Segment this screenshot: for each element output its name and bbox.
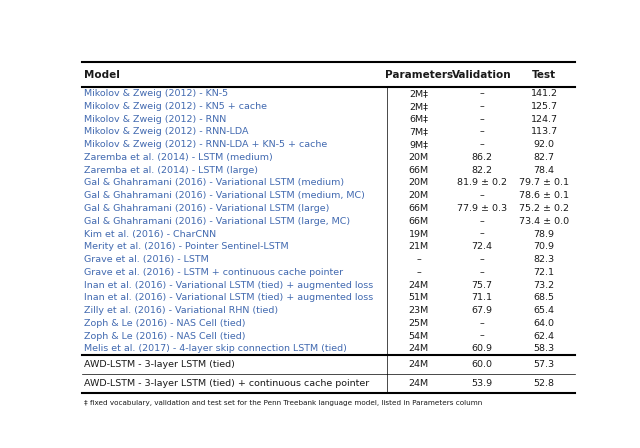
Text: Inan et al. (2016) - Variational LSTM (tied) + augmented loss: Inan et al. (2016) - Variational LSTM (t… bbox=[84, 293, 374, 302]
Text: Mikolov & Zweig (2012) - RNN: Mikolov & Zweig (2012) - RNN bbox=[84, 115, 227, 124]
Text: 62.4: 62.4 bbox=[534, 332, 554, 340]
Text: 24M: 24M bbox=[409, 360, 429, 369]
Text: 7M‡: 7M‡ bbox=[409, 127, 428, 136]
Text: Merity et al. (2016) - Pointer Sentinel-LSTM: Merity et al. (2016) - Pointer Sentinel-… bbox=[84, 242, 289, 251]
Text: Test: Test bbox=[532, 70, 556, 80]
Text: Zoph & Le (2016) - NAS Cell (tied): Zoph & Le (2016) - NAS Cell (tied) bbox=[84, 332, 246, 340]
Text: 75.7: 75.7 bbox=[472, 280, 493, 289]
Text: 113.7: 113.7 bbox=[531, 127, 557, 136]
Text: 124.7: 124.7 bbox=[531, 115, 557, 124]
Text: AWD-LSTM - 3-layer LSTM (tied): AWD-LSTM - 3-layer LSTM (tied) bbox=[84, 360, 236, 369]
Text: –: – bbox=[479, 229, 484, 238]
Text: –: – bbox=[479, 255, 484, 264]
Text: 23M: 23M bbox=[409, 306, 429, 315]
Text: Melis et al. (2017) - 4-layer skip connection LSTM (tied): Melis et al. (2017) - 4-layer skip conne… bbox=[84, 345, 348, 353]
Text: 78.6 ± 0.1: 78.6 ± 0.1 bbox=[519, 191, 569, 200]
Text: Gal & Ghahramani (2016) - Variational LSTM (medium, MC): Gal & Ghahramani (2016) - Variational LS… bbox=[84, 191, 365, 200]
Text: Mikolov & Zweig (2012) - RNN-LDA: Mikolov & Zweig (2012) - RNN-LDA bbox=[84, 127, 249, 136]
Text: Grave et al. (2016) - LSTM: Grave et al. (2016) - LSTM bbox=[84, 255, 209, 264]
Text: ‡ fixed vocabulary, validation and test set for the Penn Treebank language model: ‡ fixed vocabulary, validation and test … bbox=[84, 400, 483, 406]
Text: Zoph & Le (2016) - NAS Cell (tied): Zoph & Le (2016) - NAS Cell (tied) bbox=[84, 319, 246, 328]
Text: 51M: 51M bbox=[409, 293, 429, 302]
Text: 70.9: 70.9 bbox=[534, 242, 554, 251]
Text: 21M: 21M bbox=[409, 242, 429, 251]
Text: –: – bbox=[479, 191, 484, 200]
Text: 71.1: 71.1 bbox=[472, 293, 493, 302]
Text: Model: Model bbox=[84, 70, 120, 80]
Text: 20M: 20M bbox=[409, 153, 429, 162]
Text: 2M‡: 2M‡ bbox=[409, 89, 428, 98]
Text: 66M: 66M bbox=[409, 217, 429, 226]
Text: 60.0: 60.0 bbox=[472, 360, 493, 369]
Text: 78.9: 78.9 bbox=[534, 229, 554, 238]
Text: 68.5: 68.5 bbox=[534, 293, 554, 302]
Text: 86.2: 86.2 bbox=[472, 153, 493, 162]
Text: Kim et al. (2016) - CharCNN: Kim et al. (2016) - CharCNN bbox=[84, 229, 216, 238]
Text: Grave et al. (2016) - LSTM + continuous cache pointer: Grave et al. (2016) - LSTM + continuous … bbox=[84, 268, 344, 277]
Text: 81.9 ± 0.2: 81.9 ± 0.2 bbox=[457, 178, 507, 187]
Text: 78.4: 78.4 bbox=[534, 166, 554, 175]
Text: 20M: 20M bbox=[409, 178, 429, 187]
Text: 73.2: 73.2 bbox=[534, 280, 555, 289]
Text: –: – bbox=[417, 268, 421, 277]
Text: 9M‡: 9M‡ bbox=[409, 140, 428, 149]
Text: 75.2 ± 0.2: 75.2 ± 0.2 bbox=[519, 204, 569, 213]
Text: Gal & Ghahramani (2016) - Variational LSTM (large, MC): Gal & Ghahramani (2016) - Variational LS… bbox=[84, 217, 351, 226]
Text: Mikolov & Zweig (2012) - KN-5: Mikolov & Zweig (2012) - KN-5 bbox=[84, 89, 228, 98]
Text: 53.9: 53.9 bbox=[472, 379, 493, 388]
Text: Mikolov & Zweig (2012) - RNN-LDA + KN-5 + cache: Mikolov & Zweig (2012) - RNN-LDA + KN-5 … bbox=[84, 140, 328, 149]
Text: –: – bbox=[479, 319, 484, 328]
Text: Gal & Ghahramani (2016) - Variational LSTM (medium): Gal & Ghahramani (2016) - Variational LS… bbox=[84, 178, 344, 187]
Text: –: – bbox=[479, 268, 484, 277]
Text: Zaremba et al. (2014) - LSTM (medium): Zaremba et al. (2014) - LSTM (medium) bbox=[84, 153, 273, 162]
Text: Gal & Ghahramani (2016) - Variational LSTM (large): Gal & Ghahramani (2016) - Variational LS… bbox=[84, 204, 330, 213]
Text: 20M: 20M bbox=[409, 191, 429, 200]
Text: 25M: 25M bbox=[409, 319, 429, 328]
Text: 65.4: 65.4 bbox=[534, 306, 554, 315]
Text: –: – bbox=[479, 217, 484, 226]
Text: 72.4: 72.4 bbox=[472, 242, 493, 251]
Text: 24M: 24M bbox=[409, 379, 429, 388]
Text: 82.2: 82.2 bbox=[472, 166, 493, 175]
Text: Zaremba et al. (2014) - LSTM (large): Zaremba et al. (2014) - LSTM (large) bbox=[84, 166, 259, 175]
Text: 64.0: 64.0 bbox=[534, 319, 554, 328]
Text: 92.0: 92.0 bbox=[534, 140, 554, 149]
Text: 24M: 24M bbox=[409, 345, 429, 353]
Text: –: – bbox=[479, 332, 484, 340]
Text: Parameters: Parameters bbox=[385, 70, 453, 80]
Text: 6M‡: 6M‡ bbox=[409, 115, 428, 124]
Text: 52.8: 52.8 bbox=[534, 379, 554, 388]
Text: 66M: 66M bbox=[409, 166, 429, 175]
Text: 79.7 ± 0.1: 79.7 ± 0.1 bbox=[519, 178, 569, 187]
Text: 57.3: 57.3 bbox=[534, 360, 555, 369]
Text: –: – bbox=[479, 115, 484, 124]
Text: Mikolov & Zweig (2012) - KN5 + cache: Mikolov & Zweig (2012) - KN5 + cache bbox=[84, 102, 268, 111]
Text: –: – bbox=[479, 127, 484, 136]
Text: 82.7: 82.7 bbox=[534, 153, 554, 162]
Text: Zilly et al. (2016) - Variational RHN (tied): Zilly et al. (2016) - Variational RHN (t… bbox=[84, 306, 278, 315]
Text: Inan et al. (2016) - Variational LSTM (tied) + augmented loss: Inan et al. (2016) - Variational LSTM (t… bbox=[84, 280, 374, 289]
Text: 66M: 66M bbox=[409, 204, 429, 213]
Text: 24M: 24M bbox=[409, 280, 429, 289]
Text: 67.9: 67.9 bbox=[472, 306, 493, 315]
Text: 60.9: 60.9 bbox=[472, 345, 493, 353]
Text: 141.2: 141.2 bbox=[531, 89, 557, 98]
Text: –: – bbox=[479, 140, 484, 149]
Text: –: – bbox=[479, 102, 484, 111]
Text: –: – bbox=[479, 89, 484, 98]
Text: 2M‡: 2M‡ bbox=[409, 102, 428, 111]
Text: 54M: 54M bbox=[409, 332, 429, 340]
Text: Validation: Validation bbox=[452, 70, 512, 80]
Text: 58.3: 58.3 bbox=[534, 345, 555, 353]
Text: 77.9 ± 0.3: 77.9 ± 0.3 bbox=[457, 204, 507, 213]
Text: 72.1: 72.1 bbox=[534, 268, 554, 277]
Text: 82.3: 82.3 bbox=[534, 255, 555, 264]
Text: 125.7: 125.7 bbox=[531, 102, 557, 111]
Text: AWD-LSTM - 3-layer LSTM (tied) + continuous cache pointer: AWD-LSTM - 3-layer LSTM (tied) + continu… bbox=[84, 379, 370, 388]
Text: 19M: 19M bbox=[409, 229, 429, 238]
Text: –: – bbox=[417, 255, 421, 264]
Text: 73.4 ± 0.0: 73.4 ± 0.0 bbox=[519, 217, 569, 226]
